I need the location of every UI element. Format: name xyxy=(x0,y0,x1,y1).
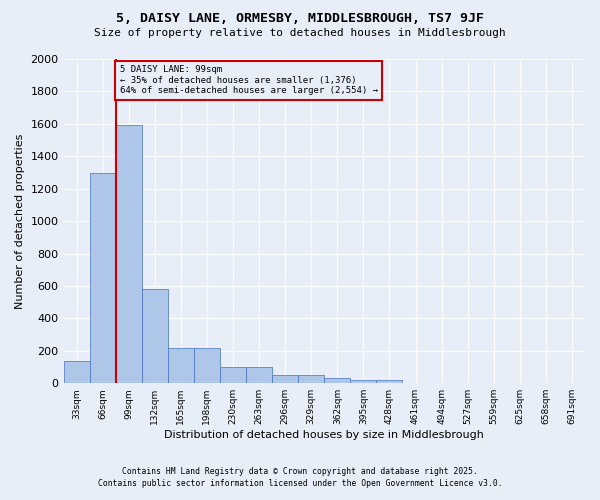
Text: Size of property relative to detached houses in Middlesbrough: Size of property relative to detached ho… xyxy=(94,28,506,38)
Y-axis label: Number of detached properties: Number of detached properties xyxy=(15,134,25,309)
X-axis label: Distribution of detached houses by size in Middlesbrough: Distribution of detached houses by size … xyxy=(164,430,484,440)
Text: Contains public sector information licensed under the Open Government Licence v3: Contains public sector information licen… xyxy=(98,478,502,488)
Bar xyxy=(64,360,89,383)
Text: Contains HM Land Registry data © Crown copyright and database right 2025.: Contains HM Land Registry data © Crown c… xyxy=(122,467,478,476)
Bar xyxy=(298,375,324,383)
Bar xyxy=(376,380,403,383)
Bar xyxy=(194,348,220,383)
Bar xyxy=(220,367,246,383)
Text: 5 DAISY LANE: 99sqm
← 35% of detached houses are smaller (1,376)
64% of semi-det: 5 DAISY LANE: 99sqm ← 35% of detached ho… xyxy=(119,66,377,96)
Bar xyxy=(246,367,272,383)
Bar xyxy=(168,348,194,383)
Text: 5, DAISY LANE, ORMESBY, MIDDLESBROUGH, TS7 9JF: 5, DAISY LANE, ORMESBY, MIDDLESBROUGH, T… xyxy=(116,12,484,26)
Bar xyxy=(142,289,168,383)
Bar xyxy=(324,378,350,383)
Bar xyxy=(89,174,116,383)
Bar xyxy=(116,126,142,383)
Bar xyxy=(350,380,376,383)
Bar xyxy=(272,375,298,383)
